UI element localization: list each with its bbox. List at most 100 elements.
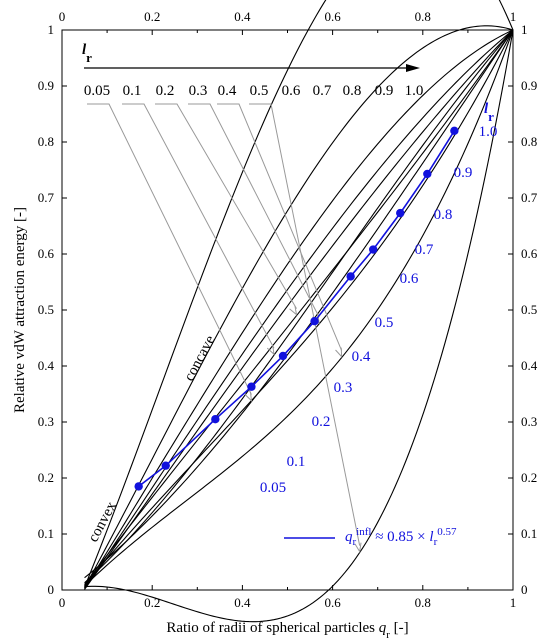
inflection-point <box>450 126 459 135</box>
inflection-point <box>310 317 319 326</box>
y-tick-label: 0.1 <box>38 526 54 541</box>
top-lr-label: 0.9 <box>375 83 394 99</box>
y-tick-label: 0.5 <box>38 302 54 317</box>
curve-lr-label: 0.8 <box>434 207 453 223</box>
top-lr-label: 0.1 <box>123 83 142 99</box>
top-lr-label: 1.0 <box>405 83 424 99</box>
y-right-tick-label: 1 <box>521 22 528 37</box>
x-tick-label: 0 <box>59 595 66 610</box>
y-tick-label: 0.2 <box>38 470 54 485</box>
pointer-line <box>188 103 320 318</box>
x-tick-label: 1 <box>510 595 517 610</box>
x-tick-label: 0.2 <box>144 595 160 610</box>
y-tick-label: 0.4 <box>38 358 55 373</box>
curve-lr-label: 0.7 <box>415 242 434 258</box>
y-tick-label: 0.9 <box>38 78 54 93</box>
pointer-arrowhead <box>335 347 343 358</box>
pointer-arrowhead <box>289 305 298 316</box>
y-axis-title: Relative vdW attraction energy [-] <box>12 207 28 413</box>
y-right-tick-label: 0.8 <box>521 134 537 149</box>
pointer-arrowhead <box>266 345 275 356</box>
lr-arrow-head <box>406 64 420 72</box>
curve-lr-labels: 1.0 0.9 0.8 0.7 0.6 0.5 0.4 0.3 0.2 0.10.05 <box>260 124 498 496</box>
top-lr-label: 0.3 <box>189 83 208 99</box>
y-right-tick-label: 0.5 <box>521 302 537 317</box>
series-line <box>84 29 514 587</box>
series-line <box>84 29 514 584</box>
inflection-point <box>423 169 432 179</box>
series-line <box>84 0 514 588</box>
y-right-tick-label: 0.6 <box>521 246 538 261</box>
y-right-tick-label: 0.9 <box>521 78 537 93</box>
pointer-arrowhead <box>244 391 253 402</box>
legend: qrinfl ≈ 0.85 × lr0.57 <box>284 526 457 548</box>
curve-lr-label: 0.05 <box>260 480 286 496</box>
inflection-point <box>346 272 355 281</box>
curves-layer <box>84 0 514 623</box>
y-tick-label: 0.7 <box>38 190 55 205</box>
pointer-line <box>87 103 252 395</box>
x-axis-title: Ratio of radii of spherical particles qr… <box>166 620 408 641</box>
lr-top-symbol: lr <box>82 42 92 65</box>
series-line <box>84 29 514 590</box>
y-tick-label: 1 <box>48 22 55 37</box>
y-right-tick-label: 0.1 <box>521 526 537 541</box>
top-lr-label: 0.2 <box>156 83 175 99</box>
top-lr-label: 0.4 <box>218 83 237 99</box>
pointer-line <box>217 103 343 351</box>
pointer-line <box>155 103 297 309</box>
inflection-point <box>368 245 378 254</box>
series-line <box>84 29 514 585</box>
inflection-point <box>278 351 288 361</box>
pointer-arrows <box>87 103 362 554</box>
x-top-tick-label: 0.2 <box>144 9 160 24</box>
curve-lr-label: 0.9 <box>454 165 473 181</box>
series-line <box>84 29 514 586</box>
series-line <box>84 29 514 590</box>
concave-label: concave <box>181 333 218 384</box>
x-top-tick-label: 0.6 <box>324 9 341 24</box>
y-right-tick-label: 0.7 <box>521 190 538 205</box>
series-line <box>84 25 514 589</box>
pointer-arrowhead <box>354 542 362 554</box>
top-lr-label: 0.8 <box>343 83 362 99</box>
pointer-line <box>122 103 275 349</box>
x-top-tick-label: 0.4 <box>234 9 251 24</box>
curve-lr-label: 0.4 <box>352 349 371 365</box>
y-tick-label: 0.6 <box>38 246 55 261</box>
x-top-tick-label: 0.8 <box>415 9 431 24</box>
y-right-tick-label: 0 <box>521 582 528 597</box>
x-tick-label: 0.8 <box>415 595 431 610</box>
lr-blue-symbol: lr <box>484 101 494 124</box>
y-tick-label: 0 <box>48 582 55 597</box>
top-lr-label: 0.7 <box>313 83 332 99</box>
inflection-series <box>134 126 459 491</box>
inflection-point <box>161 461 170 470</box>
top-lr-label: 0.5 <box>250 83 269 99</box>
x-top-tick-label: 1 <box>510 9 517 24</box>
top-lr-label: 0.6 <box>282 83 301 99</box>
top-lr-labels: 0.05 0.1 0.2 0.3 0.4 0.5 0.6 0.7 0.8 0.9 1.0 <box>84 83 424 99</box>
inflection-point <box>211 415 220 424</box>
y-right-tick-label: 0.2 <box>521 470 537 485</box>
curve-lr-label: 0.2 <box>312 414 331 430</box>
y-right-tick-label: 0.4 <box>521 358 538 373</box>
y-tick-label: 0.8 <box>38 134 54 149</box>
x-tick-label: 0.6 <box>324 595 341 610</box>
curve-lr-label: 1.0 <box>479 124 498 140</box>
x-top-tick-label: 0 <box>59 9 66 24</box>
inflection-point <box>247 382 256 391</box>
inflection-point <box>396 208 405 218</box>
curve-lr-label: 0.6 <box>400 271 419 287</box>
curve-lr-label: 0.5 <box>375 315 394 331</box>
inflection-point <box>134 482 143 491</box>
pointer-line <box>249 103 361 546</box>
x-tick-label: 0.4 <box>234 595 251 610</box>
convex-label: convex <box>85 499 120 545</box>
lr-direction-arrow: lr <box>82 42 420 72</box>
y-right-tick-label: 0.3 <box>521 414 537 429</box>
y-tick-label: 0.3 <box>38 414 54 429</box>
curve-lr-label: 0.3 <box>334 380 353 396</box>
